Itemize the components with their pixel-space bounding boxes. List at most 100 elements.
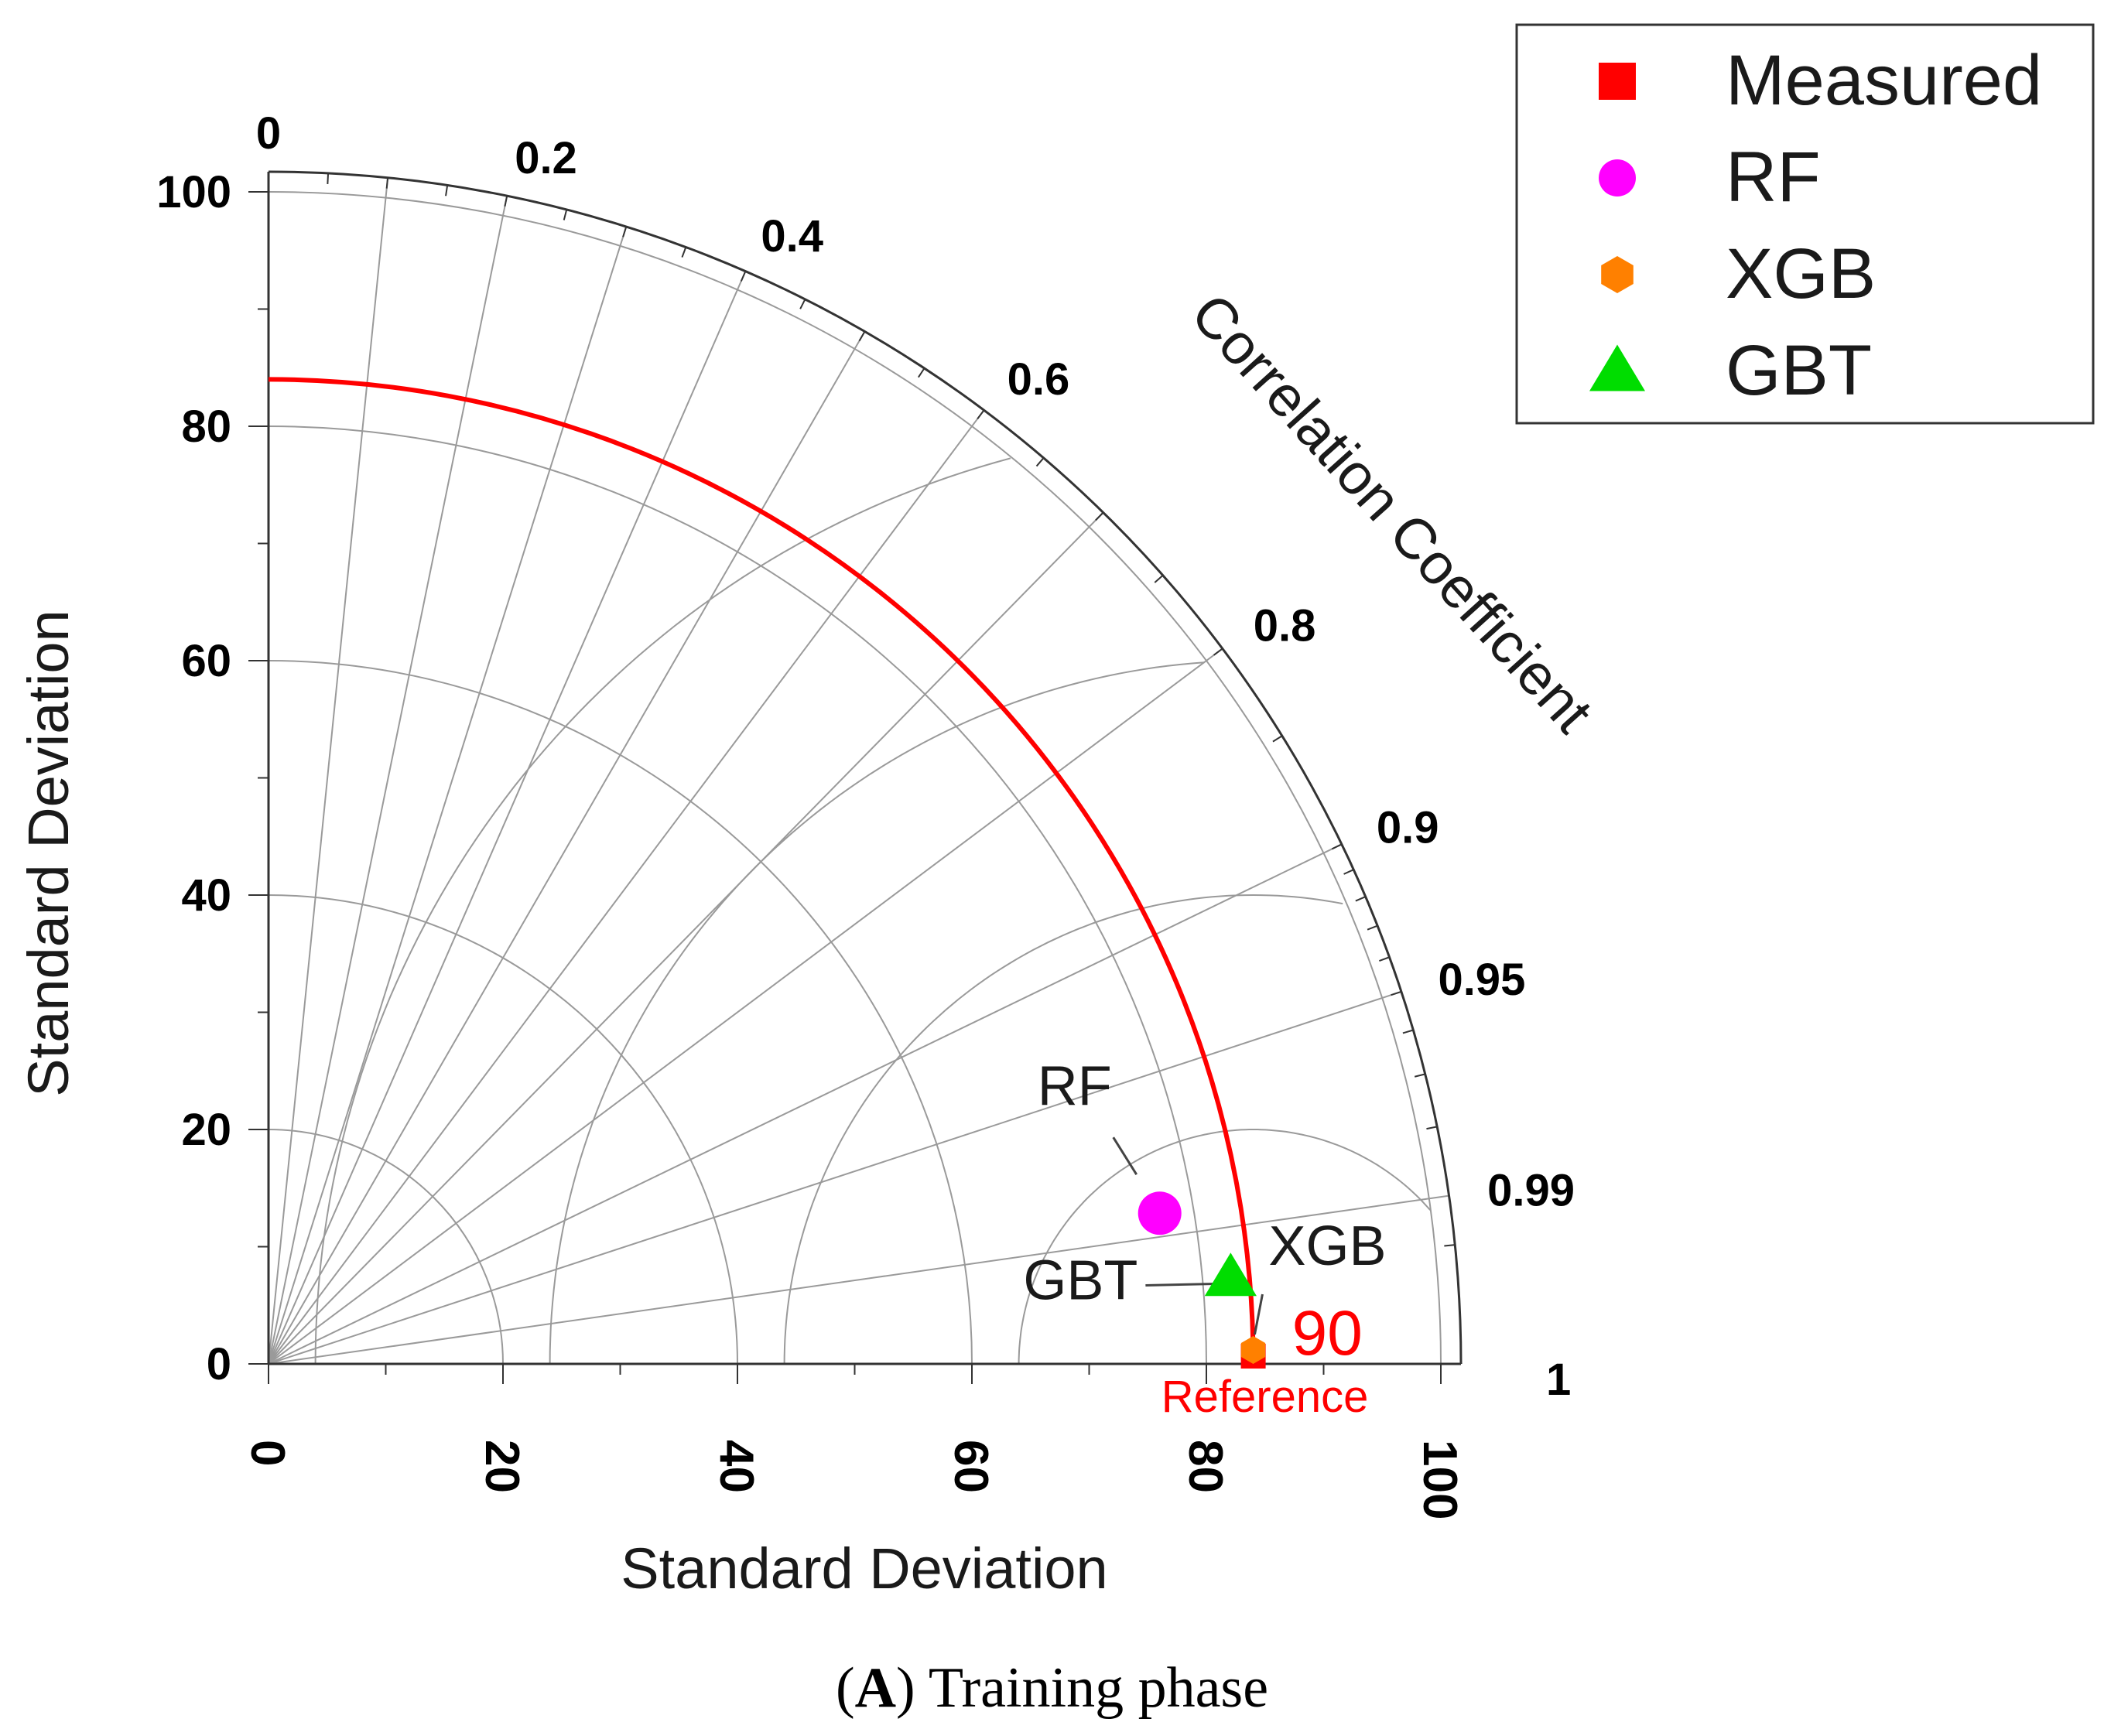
corr-ray-0.1 (268, 177, 389, 1365)
corr-tick (1444, 1244, 1456, 1247)
point-leader-gbt (1145, 1282, 1216, 1287)
corr-tick (1391, 990, 1402, 996)
legend-marker-rf (1599, 159, 1636, 196)
corr-tick (1331, 843, 1343, 850)
y-tick-label: 80 (181, 402, 231, 452)
corr-tick (858, 330, 866, 342)
corr-ray-0.5 (268, 330, 866, 1365)
rms-contour-60 (549, 661, 1205, 1365)
corr-tick (977, 409, 985, 420)
corr-tick (740, 271, 747, 282)
corr-tick (445, 185, 449, 196)
corr-tick-label: 0 (256, 108, 281, 159)
legend: Measured RF XGB GBT (1515, 23, 2095, 425)
x-tick-label: 60 (944, 1440, 997, 1493)
corr-tick (681, 247, 687, 258)
point-label-rf: RF (1038, 1055, 1112, 1117)
corr-tick (799, 299, 806, 309)
corr-tick-label: 0.2 (515, 133, 577, 183)
corr-tick-label: 0.8 (1254, 600, 1316, 651)
corr-tick (1426, 1126, 1438, 1130)
corr-tick-label: 0.99 (1487, 1166, 1575, 1216)
y-axis-title: Standard Deviation (16, 610, 80, 1096)
y-tick-label: 40 (181, 870, 231, 921)
corr-tick (1379, 956, 1390, 962)
std-arc-60 (268, 660, 973, 1365)
corr-ray-0.99 (268, 1194, 1449, 1365)
std-arc-40 (268, 894, 738, 1365)
y-tick-label: 0 (207, 1339, 231, 1389)
reference-value-label: 90 (1292, 1298, 1363, 1369)
corr-tick (1355, 896, 1367, 902)
outer-arc (268, 170, 1463, 1365)
reference-std-arc (268, 377, 1256, 1365)
corr-tick (1095, 511, 1104, 521)
corr-tick (504, 195, 508, 207)
corr-tick-label: 1 (1546, 1355, 1571, 1405)
x-tick-label: 40 (710, 1440, 763, 1493)
corr-tick-label: 0.95 (1438, 955, 1525, 1005)
corr-ray-0.9 (268, 843, 1343, 1365)
std-arc-20 (268, 1129, 504, 1365)
corr-ray-0.3 (268, 226, 628, 1365)
y-tick-label: 100 (156, 167, 231, 217)
caption-letter: A (854, 1656, 897, 1720)
legend-label-measured: Measured (1726, 41, 2042, 120)
axes (248, 170, 1463, 1384)
x-tick-label: 20 (475, 1440, 529, 1493)
corr-tick-label: 0.4 (761, 211, 823, 261)
corr-tick (622, 226, 628, 238)
x-tick-label: 0 (241, 1440, 294, 1466)
corr-tick (1154, 574, 1164, 583)
corr-tick (563, 209, 568, 220)
point-gbt (1204, 1252, 1257, 1297)
corr-tick (1414, 1073, 1426, 1078)
point-label-gbt: GBT (1023, 1249, 1138, 1311)
point-rf (1138, 1191, 1182, 1235)
point-leader-rf (1112, 1136, 1138, 1176)
corr-tick (1272, 735, 1283, 743)
legend-marker-xgb (1601, 256, 1634, 293)
corr-ray-0.7 (268, 511, 1104, 1365)
y-tick-label: 20 (181, 1105, 231, 1155)
corr-ray-0.8 (268, 648, 1223, 1365)
corr-ray-0.95 (268, 990, 1402, 1365)
legend-label-rf: RF (1726, 138, 1821, 217)
legend-marker-measured (1599, 63, 1636, 100)
legend-marker-gbt (1589, 344, 1645, 391)
corr-tick-label: 0.6 (1008, 354, 1070, 405)
corr-tick (1035, 457, 1045, 467)
std-arc-80 (268, 425, 1207, 1365)
caption-text: Training phase (928, 1656, 1269, 1720)
corr-tick (918, 367, 925, 378)
corr-ray-0.2 (268, 195, 508, 1365)
legend-label-gbt: GBT (1726, 331, 1872, 410)
std-arc-100 (268, 191, 1442, 1365)
reference-label: Reference (1161, 1372, 1369, 1422)
corr-ray-0.4 (268, 271, 747, 1365)
corr-tick (1402, 1029, 1414, 1034)
corr-tick (327, 173, 330, 184)
rms-contour-20 (1018, 1129, 1432, 1364)
corr-tick (1213, 648, 1223, 656)
x-axis-title: Standard Deviation (621, 1536, 1107, 1601)
x-tick-label: 80 (1179, 1440, 1232, 1493)
corr-tick (1343, 869, 1354, 875)
figure-caption: (A) Training phase (835, 1656, 1269, 1720)
corr-ray-0.6 (268, 409, 985, 1365)
rms-contour-80 (314, 457, 1011, 1365)
y-tick-label: 60 (181, 636, 231, 686)
grid (268, 177, 1449, 1365)
rms-contour-40 (783, 894, 1343, 1365)
point-xgb (1240, 1336, 1266, 1364)
point-label-xgb: XGB (1268, 1215, 1386, 1277)
corr-tick-label: 0.9 (1377, 802, 1439, 853)
point-leader-xgb (1253, 1293, 1264, 1335)
x-tick-label: 100 (1413, 1440, 1466, 1519)
legend-label-xgb: XGB (1726, 234, 1876, 313)
corr-tick (1367, 924, 1378, 931)
corr-tick (385, 177, 389, 189)
